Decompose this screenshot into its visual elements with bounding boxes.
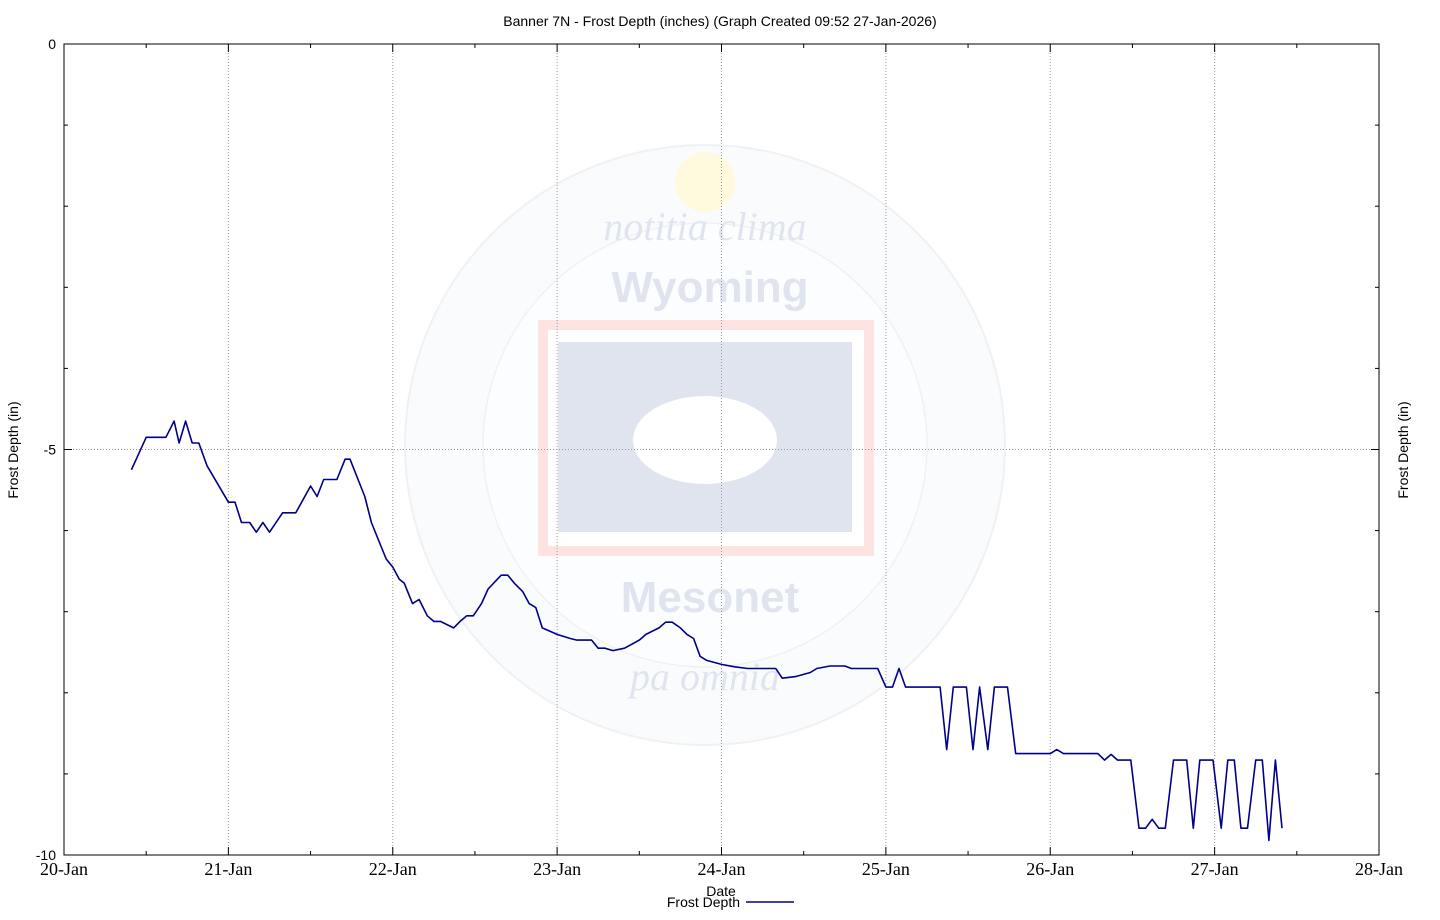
watermark-mesonet-text: Mesonet	[621, 573, 800, 622]
y-tick-label: -10	[36, 847, 56, 863]
grid	[64, 44, 1379, 855]
watermark-wyoming-text: Wyoming	[611, 263, 808, 312]
watermark-bottom-motto: pa omnia	[627, 654, 780, 699]
watermark-sun-icon	[675, 152, 735, 212]
y-tick-label: -5	[44, 442, 57, 458]
x-tick-labels: 20-Jan 21-Jan 22-Jan 23-Jan 24-Jan 25-Jan 26-J…	[40, 859, 1403, 879]
watermark-outer-circle	[404, 144, 1006, 746]
x-tick-label: 28-Jan	[1355, 859, 1403, 879]
watermark-top-motto: notitia clima	[603, 204, 806, 249]
x-tick-label: 27-Jan	[1191, 859, 1239, 879]
y-tick-labels: 0 -5 -10	[36, 36, 56, 863]
y-tick-label: 0	[48, 36, 56, 52]
watermark-inner-circle	[482, 222, 928, 668]
x-tick-label: 21-Jan	[204, 859, 252, 879]
legend: Frost Depth	[667, 894, 794, 910]
watermark-bison-icon	[633, 396, 777, 484]
x-tick-label: 26-Jan	[1026, 859, 1074, 879]
x-tick-label: 25-Jan	[862, 859, 910, 879]
x-tick-label: 22-Jan	[369, 859, 417, 879]
x-axis-label: Date	[706, 883, 736, 899]
watermark-flag-white	[548, 330, 864, 546]
legend-entry-frost-depth: Frost Depth	[667, 894, 740, 910]
watermark-flag-blue	[558, 342, 852, 532]
y-axis-label-right: Frost Depth (in)	[1395, 401, 1411, 498]
y-axis-label: Frost Depth (in)	[5, 401, 21, 498]
tick-marks	[63, 43, 1380, 856]
watermark-flag-border	[538, 320, 874, 556]
x-tick-label: 23-Jan	[533, 859, 581, 879]
x-tick-label: 20-Jan	[40, 859, 88, 879]
frost-depth-series-line	[130, 420, 1283, 842]
wyoming-mesonet-watermark: Wyoming Mesonet notitia clima pa omnia	[404, 144, 1006, 746]
chart-title: Banner 7N - Frost Depth (inches) (Graph …	[503, 13, 936, 29]
x-tick-label: 24-Jan	[698, 859, 746, 879]
